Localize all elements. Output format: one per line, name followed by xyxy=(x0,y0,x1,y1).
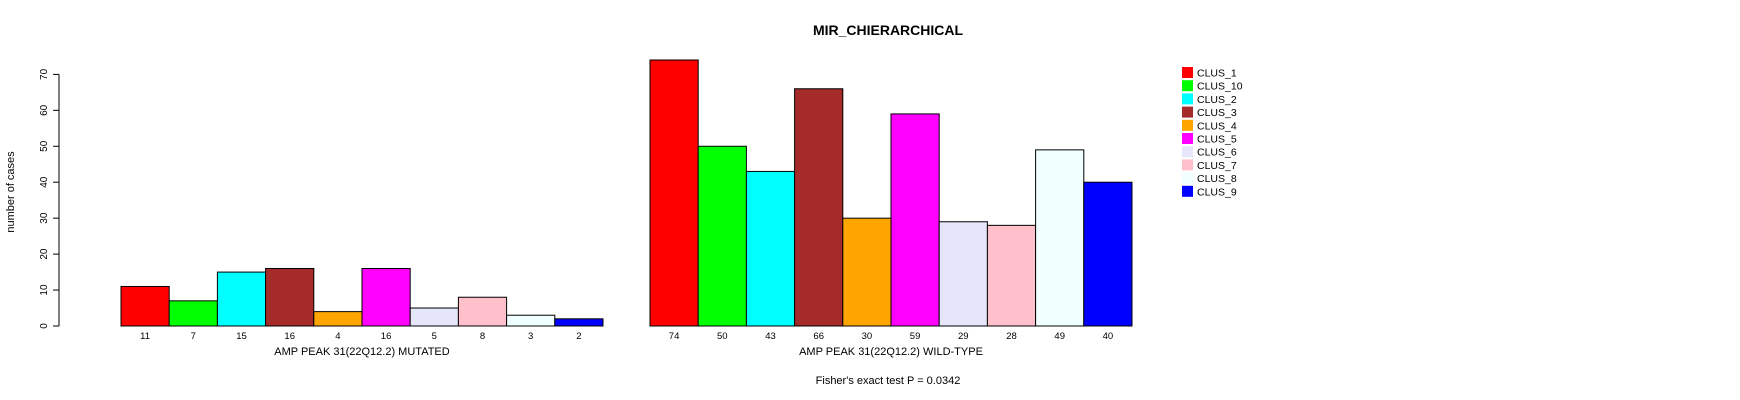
bar-wild-type-clus-9 xyxy=(1083,181,1133,327)
x-axis-label-mutated: AMP PEAK 31(22Q12.2) MUTATED xyxy=(274,346,450,358)
legend-swatch xyxy=(1182,80,1193,92)
legend-swatch xyxy=(1182,119,1193,131)
legend-swatch xyxy=(1182,159,1193,171)
bar-wild-type-clus-1 xyxy=(649,59,699,327)
legend-item: CLUS_7 xyxy=(1197,160,1237,172)
chart-title: MIR_CHIERARCHICAL xyxy=(813,22,964,38)
bar-mutated-clus-10 xyxy=(168,300,218,327)
bar-wild-type-clus-5 xyxy=(890,113,940,327)
y-axis-label: number of cases xyxy=(5,151,17,233)
bar-wild-type-clus-3 xyxy=(794,88,844,327)
legend-swatch xyxy=(1182,106,1193,118)
y-axis: 0 10 20 30 40 50 60 70 xyxy=(39,68,60,329)
data-label: 28 xyxy=(1006,331,1017,342)
y-tick-label: 60 xyxy=(39,104,50,116)
data-label: 66 xyxy=(813,331,824,342)
legend-item: CLUS_3 xyxy=(1197,107,1237,119)
data-label: 11 xyxy=(140,331,150,342)
legend-swatch xyxy=(1182,133,1193,144)
y-tick-label: 0 xyxy=(39,323,50,329)
legend-item: CLUS_6 xyxy=(1197,147,1237,159)
data-label: 4 xyxy=(335,331,340,342)
y-tick-label: 10 xyxy=(39,284,50,296)
bar-mutated-clus-7 xyxy=(457,296,508,327)
legend-swatch xyxy=(1182,146,1193,158)
data-label: 5 xyxy=(432,331,437,342)
bar-wild-type-clus-2 xyxy=(745,170,796,327)
legend-swatch xyxy=(1182,172,1193,184)
legend: CLUS_1CLUS_10CLUS_2CLUS_3CLUS_4CLUS_5CLU… xyxy=(1182,67,1243,198)
data-label: 7 xyxy=(191,331,196,342)
bar-mutated-clus-9 xyxy=(554,318,604,327)
legend-item: CLUS_8 xyxy=(1197,173,1237,185)
data-label: 74 xyxy=(669,331,680,342)
y-tick-label: 30 xyxy=(39,212,50,224)
data-label: 3 xyxy=(528,331,533,342)
data-label: 49 xyxy=(1054,331,1065,342)
bar-wild-type-clus-7 xyxy=(986,224,1037,327)
data-label: 30 xyxy=(862,331,873,342)
legend-swatch xyxy=(1182,67,1193,78)
data-label: 16 xyxy=(381,331,392,342)
panel-mutated: 11 7 15 16 4 16 5 8 3 2 AMP PEAK 31(22Q12.2) MUTAT… xyxy=(120,267,604,358)
bar-wild-type-clus-8 xyxy=(1035,149,1085,327)
legend-item: CLUS_2 xyxy=(1197,94,1237,106)
data-label: 59 xyxy=(910,331,921,342)
data-label: 43 xyxy=(765,331,776,342)
legend-swatch xyxy=(1182,185,1193,197)
y-tick-label: 20 xyxy=(39,248,50,260)
legend-item: CLUS_1 xyxy=(1197,68,1237,80)
footnote: Fisher's exact test P = 0.0342 xyxy=(816,375,961,387)
bar-mutated-clus-2 xyxy=(216,271,267,327)
x-axis-label-wild-type: AMP PEAK 31(22Q12.2) WILD-TYPE xyxy=(799,346,983,358)
data-label: 16 xyxy=(284,331,295,342)
legend-item: CLUS_5 xyxy=(1197,134,1237,146)
bar-mutated-clus-8 xyxy=(506,314,556,327)
bar-mutated-clus-4 xyxy=(313,311,363,327)
legend-swatch xyxy=(1182,93,1193,105)
data-label: 29 xyxy=(958,331,969,342)
data-label: 2 xyxy=(576,331,581,342)
y-tick-label: 50 xyxy=(39,140,50,152)
panel-wild-type: 74 50 43 66 30 59 29 28 49 40 AMP PEAK 31(22Q12.2)… xyxy=(649,59,1133,358)
data-label: 15 xyxy=(236,331,247,342)
legend-item: CLUS_10 xyxy=(1197,81,1243,93)
y-tick-label: 40 xyxy=(39,176,50,188)
legend-item: CLUS_9 xyxy=(1197,186,1237,198)
bar-wild-type-clus-6 xyxy=(938,221,988,327)
bar-wild-type-clus-10 xyxy=(697,145,747,327)
bar-mutated-clus-3 xyxy=(265,267,315,327)
data-label: 50 xyxy=(717,331,728,342)
bar-mutated-clus-6 xyxy=(409,307,459,327)
data-label: 8 xyxy=(480,331,485,342)
bar-mutated-clus-1 xyxy=(120,285,170,327)
bar-wild-type-clus-4 xyxy=(842,217,892,327)
legend-item: CLUS_4 xyxy=(1197,120,1237,132)
y-tick-label: 70 xyxy=(39,68,50,80)
bar-mutated-clus-5 xyxy=(361,267,411,327)
data-label: 40 xyxy=(1103,331,1114,342)
